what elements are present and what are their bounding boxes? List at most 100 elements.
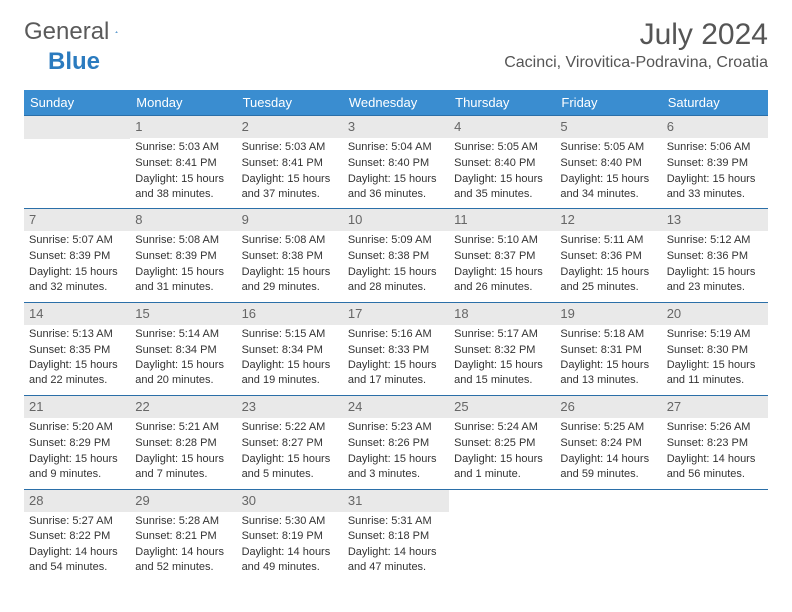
day-number: 15: [135, 306, 231, 321]
day-details: Sunrise: 5:13 AMSunset: 8:35 PMDaylight:…: [29, 327, 125, 388]
day-details: Sunrise: 5:21 AMSunset: 8:28 PMDaylight:…: [135, 420, 231, 481]
calendar-table: Sunday Monday Tuesday Wednesday Thursday…: [24, 90, 768, 582]
day-number: 10: [348, 212, 444, 227]
calendar-day-cell: 14Sunrise: 5:13 AMSunset: 8:35 PMDayligh…: [24, 302, 130, 395]
sunset-text: Sunset: 8:23 PM: [667, 436, 763, 451]
calendar-week-row: 7Sunrise: 5:07 AMSunset: 8:39 PMDaylight…: [24, 209, 768, 302]
sunrise-text: Sunrise: 5:18 AM: [560, 327, 656, 342]
day-details: Sunrise: 5:09 AMSunset: 8:38 PMDaylight:…: [348, 233, 444, 294]
sunset-text: Sunset: 8:33 PM: [348, 343, 444, 358]
logo-word-2: Blue: [48, 48, 100, 76]
sunrise-text: Sunrise: 5:17 AM: [454, 327, 550, 342]
daylight-text: Daylight: 15 hours and 13 minutes.: [560, 358, 656, 388]
calendar-day-cell: 30Sunrise: 5:30 AMSunset: 8:19 PMDayligh…: [237, 489, 343, 582]
calendar-day-cell: 13Sunrise: 5:12 AMSunset: 8:36 PMDayligh…: [662, 209, 768, 302]
day-details: Sunrise: 5:16 AMSunset: 8:33 PMDaylight:…: [348, 327, 444, 388]
calendar-day-cell: 28Sunrise: 5:27 AMSunset: 8:22 PMDayligh…: [24, 489, 130, 582]
calendar-day-cell: 18Sunrise: 5:17 AMSunset: 8:32 PMDayligh…: [449, 302, 555, 395]
calendar-day-cell: 24Sunrise: 5:23 AMSunset: 8:26 PMDayligh…: [343, 396, 449, 489]
day-details: Sunrise: 5:12 AMSunset: 8:36 PMDaylight:…: [667, 233, 763, 294]
sunrise-text: Sunrise: 5:03 AM: [135, 140, 231, 155]
sunrise-text: Sunrise: 5:30 AM: [242, 514, 338, 529]
daylight-text: Daylight: 15 hours and 26 minutes.: [454, 265, 550, 295]
day-header: Wednesday: [343, 90, 449, 116]
sunset-text: Sunset: 8:40 PM: [560, 156, 656, 171]
sunset-text: Sunset: 8:35 PM: [29, 343, 125, 358]
day-header: Saturday: [662, 90, 768, 116]
day-details: Sunrise: 5:07 AMSunset: 8:39 PMDaylight:…: [29, 233, 125, 294]
day-number: 12: [560, 212, 656, 227]
sunset-text: Sunset: 8:25 PM: [454, 436, 550, 451]
sunset-text: Sunset: 8:37 PM: [454, 249, 550, 264]
day-details: Sunrise: 5:10 AMSunset: 8:37 PMDaylight:…: [454, 233, 550, 294]
day-number: 31: [348, 493, 444, 508]
day-number: 9: [242, 212, 338, 227]
calendar-day-cell: 4 Sunrise: 5:05 AMSunset: 8:40 PMDaylight…: [449, 116, 555, 209]
day-details: Sunrise: 5:05 AMSunset: 8:40 PMDaylight:…: [560, 140, 656, 201]
daylight-text: Daylight: 15 hours and 36 minutes.: [348, 172, 444, 202]
calendar-body: 1Sunrise: 5:03 AMSunset: 8:41 PMDaylight…: [24, 116, 768, 582]
calendar-week-row: 1Sunrise: 5:03 AMSunset: 8:41 PMDaylight…: [24, 116, 768, 209]
sunrise-text: Sunrise: 5:22 AM: [242, 420, 338, 435]
calendar-day-cell: 5Sunrise: 5:05 AMSunset: 8:40 PMDaylight…: [555, 116, 661, 209]
day-details: Sunrise: 5:03 AMSunset: 8:41 PMDaylight:…: [135, 140, 231, 201]
sunset-text: Sunset: 8:36 PM: [560, 249, 656, 264]
daylight-text: Daylight: 15 hours and 17 minutes.: [348, 358, 444, 388]
sunrise-text: Sunrise: 5:11 AM: [560, 233, 656, 248]
calendar-day-cell: 25Sunrise: 5:24 AMSunset: 8:25 PMDayligh…: [449, 396, 555, 489]
daylight-text: Daylight: 15 hours and 32 minutes.: [29, 265, 125, 295]
day-details: Sunrise: 5:23 AMSunset: 8:26 PMDaylight:…: [348, 420, 444, 481]
sunrise-text: Sunrise: 5:31 AM: [348, 514, 444, 529]
day-number: 26: [560, 399, 656, 414]
day-number: 8: [135, 212, 231, 227]
sunset-text: Sunset: 8:34 PM: [242, 343, 338, 358]
calendar-day-cell: 29Sunrise: 5:28 AMSunset: 8:21 PMDayligh…: [130, 489, 236, 582]
sunset-text: Sunset: 8:36 PM: [667, 249, 763, 264]
calendar-week-row: 14Sunrise: 5:13 AMSunset: 8:35 PMDayligh…: [24, 302, 768, 395]
sunrise-text: Sunrise: 5:25 AM: [560, 420, 656, 435]
day-number: 2: [242, 119, 338, 134]
daylight-text: Daylight: 15 hours and 5 minutes.: [242, 452, 338, 482]
sunset-text: Sunset: 8:34 PM: [135, 343, 231, 358]
sunset-text: Sunset: 8:29 PM: [29, 436, 125, 451]
sunset-text: Sunset: 8:38 PM: [348, 249, 444, 264]
day-details: Sunrise: 5:19 AMSunset: 8:30 PMDaylight:…: [667, 327, 763, 388]
day-header: Monday: [130, 90, 236, 116]
day-details: Sunrise: 5:20 AMSunset: 8:29 PMDaylight:…: [29, 420, 125, 481]
day-number: 22: [135, 399, 231, 414]
sunrise-text: Sunrise: 5:26 AM: [667, 420, 763, 435]
calendar-week-row: 21Sunrise: 5:20 AMSunset: 8:29 PMDayligh…: [24, 396, 768, 489]
day-number: 4: [454, 119, 550, 134]
calendar-day-cell: 3Sunrise: 5:04 AMSunset: 8:40 PMDaylight…: [343, 116, 449, 209]
day-number: 27: [667, 399, 763, 414]
calendar-day-cell: 8Sunrise: 5:08 AMSunset: 8:39 PMDaylight…: [130, 209, 236, 302]
sunrise-text: Sunrise: 5:19 AM: [667, 327, 763, 342]
sunset-text: Sunset: 8:24 PM: [560, 436, 656, 451]
sunrise-text: Sunrise: 5:21 AM: [135, 420, 231, 435]
day-number: 3: [348, 119, 444, 134]
title-block: July 2024 Cacinci, Virovitica-Podravina,…: [504, 18, 768, 72]
day-details: Sunrise: 5:03 AMSunset: 8:41 PMDaylight:…: [242, 140, 338, 201]
day-header: Sunday: [24, 90, 130, 116]
daylight-text: Daylight: 14 hours and 47 minutes.: [348, 545, 444, 575]
sunset-text: Sunset: 8:41 PM: [242, 156, 338, 171]
sunset-text: Sunset: 8:39 PM: [29, 249, 125, 264]
sunrise-text: Sunrise: 5:06 AM: [667, 140, 763, 155]
calendar-day-cell: 23Sunrise: 5:22 AMSunset: 8:27 PMDayligh…: [237, 396, 343, 489]
month-title: July 2024: [504, 18, 768, 52]
daylight-text: Daylight: 15 hours and 22 minutes.: [29, 358, 125, 388]
day-details: Sunrise: 5:05 AMSunset: 8:40 PMDaylight:…: [454, 140, 550, 201]
day-details: Sunrise: 5:27 AMSunset: 8:22 PMDaylight:…: [29, 514, 125, 575]
daylight-text: Daylight: 15 hours and 19 minutes.: [242, 358, 338, 388]
sunset-text: Sunset: 8:22 PM: [29, 529, 125, 544]
day-number: 23: [242, 399, 338, 414]
calendar-day-cell: 6Sunrise: 5:06 AMSunset: 8:39 PMDaylight…: [662, 116, 768, 209]
calendar-header-row: Sunday Monday Tuesday Wednesday Thursday…: [24, 90, 768, 116]
calendar-day-cell: 27Sunrise: 5:26 AMSunset: 8:23 PMDayligh…: [662, 396, 768, 489]
daylight-text: Daylight: 14 hours and 59 minutes.: [560, 452, 656, 482]
sunrise-text: Sunrise: 5:28 AM: [135, 514, 231, 529]
daylight-text: Daylight: 15 hours and 28 minutes.: [348, 265, 444, 295]
calendar-day-cell: 16Sunrise: 5:15 AMSunset: 8:34 PMDayligh…: [237, 302, 343, 395]
calendar-day-cell: 15Sunrise: 5:14 AMSunset: 8:34 PMDayligh…: [130, 302, 236, 395]
calendar-day-cell: 12Sunrise: 5:11 AMSunset: 8:36 PMDayligh…: [555, 209, 661, 302]
